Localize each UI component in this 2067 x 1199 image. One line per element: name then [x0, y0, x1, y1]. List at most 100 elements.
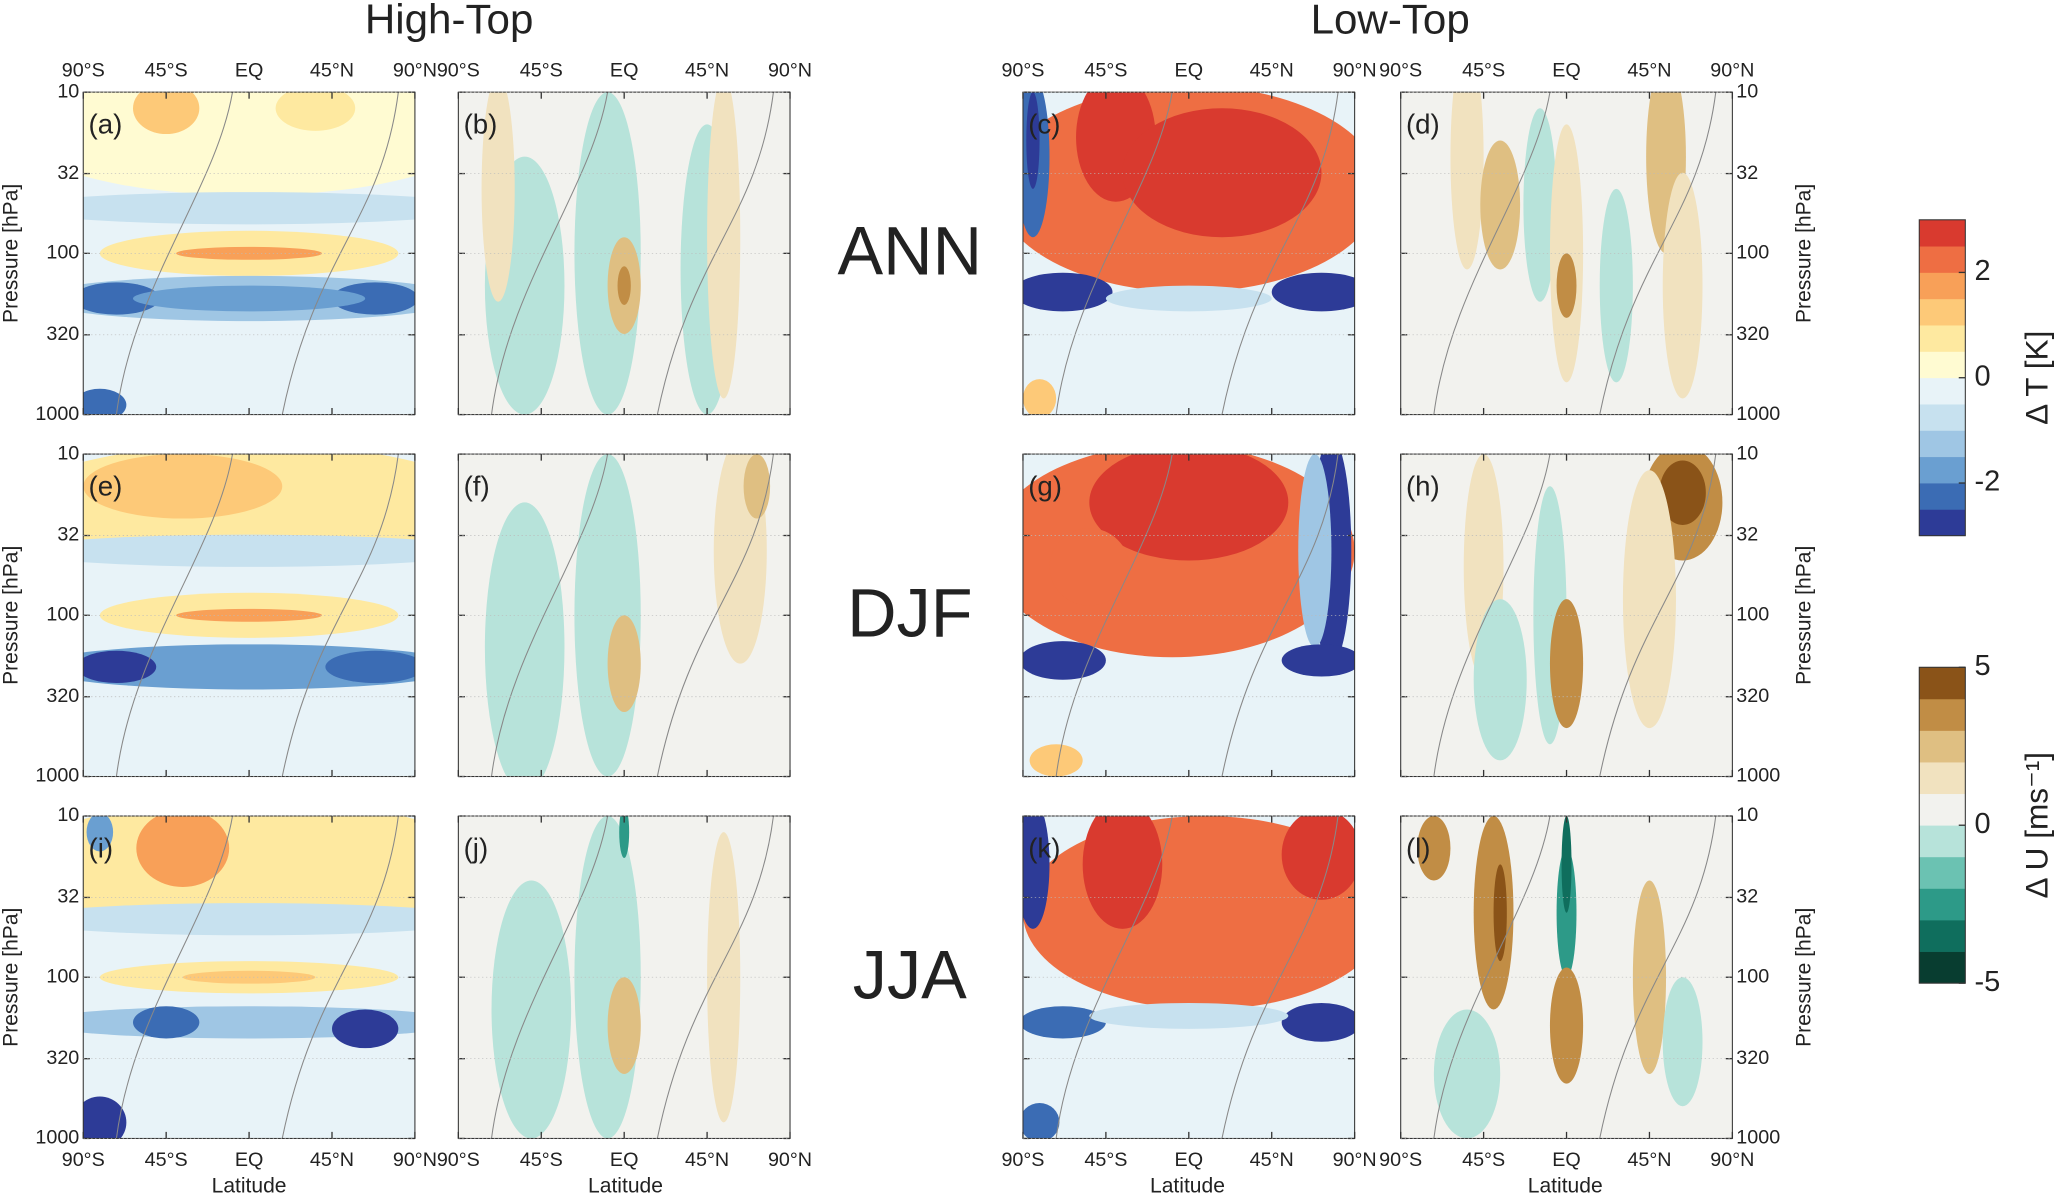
- panel: [458, 454, 791, 777]
- contour-line: [1599, 816, 1717, 1139]
- colorbar-label: Δ T [K]: [2018, 331, 2054, 425]
- contour-fill: [132, 1006, 200, 1039]
- y-tick-label: 1000: [35, 403, 79, 425]
- colorbar-level: [1919, 483, 1966, 510]
- panel-label: (d): [1406, 109, 1440, 140]
- y-axis-label: Pressure [hPa]: [0, 908, 23, 1047]
- colorbar-level: [1919, 667, 1966, 700]
- contour-fill: [607, 977, 641, 1074]
- x-tick-label: 45°N: [1627, 59, 1671, 81]
- contour-fill: [1082, 816, 1163, 929]
- x-tick-label: 45°N: [310, 1149, 354, 1171]
- x-tick-label: 90°S: [1379, 1149, 1422, 1171]
- contour-fill: [331, 1009, 399, 1049]
- y-tick-label: 100: [46, 604, 79, 626]
- contour-line: [1055, 454, 1173, 777]
- contour-line: [281, 92, 399, 415]
- colorbar-level: [1919, 219, 1966, 247]
- y-tick-label: 320: [1736, 685, 1769, 707]
- y-tick-label: 10: [1736, 80, 1758, 102]
- contour-fill: [1662, 977, 1703, 1107]
- contour-fill: [83, 650, 157, 684]
- x-tick-label: 90°S: [437, 1149, 480, 1171]
- contour-fill: [325, 650, 415, 684]
- contour-fill: [1556, 848, 1577, 978]
- x-tick-label: EQ: [1552, 59, 1581, 81]
- contour-fill: [574, 92, 641, 415]
- y-tick-label: 320: [46, 685, 79, 707]
- contour-line: [115, 454, 234, 777]
- contour-fill: [1622, 470, 1676, 729]
- panel-label: (a): [89, 109, 123, 140]
- contour-fill: [275, 92, 356, 131]
- x-tick-label: 45°N: [1627, 1149, 1671, 1171]
- x-tick-label: 90°S: [1379, 59, 1422, 81]
- contour-line: [490, 816, 609, 1139]
- contour-line: [1599, 454, 1717, 777]
- contour-fill: [1556, 253, 1577, 318]
- colorbar-level: [1919, 825, 1966, 858]
- panel-label: (e): [89, 471, 123, 502]
- contour-line: [281, 454, 399, 777]
- panel: [458, 816, 791, 1139]
- contour-fill: [1022, 379, 1057, 415]
- contour-fill: [1549, 967, 1584, 1084]
- x-tick-label: 90°N: [393, 59, 437, 81]
- colorbar-tick-label: -2: [1975, 466, 2001, 498]
- colorbar-label: Δ U [ms⁻¹]: [2018, 752, 2054, 899]
- x-tick-label: 45°S: [145, 59, 188, 81]
- title: High-Top: [365, 0, 534, 42]
- contour-fill: [86, 816, 114, 852]
- colorbar-level: [1919, 272, 1966, 300]
- contour-line: [1433, 92, 1551, 415]
- contour-fill: [1049, 528, 1130, 606]
- contour-fill: [83, 903, 415, 936]
- contour-line: [490, 454, 609, 777]
- contour-fill: [1549, 599, 1584, 729]
- colorbar-level: [1919, 377, 1966, 405]
- contour-fill: [481, 92, 515, 302]
- x-tick-label: 90°N: [1710, 59, 1754, 81]
- contour-fill: [1493, 864, 1507, 962]
- contour-line: [115, 816, 234, 1139]
- contour-line: [1433, 454, 1551, 777]
- panel-label: (k): [1028, 833, 1060, 864]
- panel-label: (f): [464, 471, 490, 502]
- x-tick-label: 90°S: [1001, 1149, 1044, 1171]
- x-tick-label: EQ: [610, 59, 639, 81]
- colorbar-tick-label: 2: [1975, 255, 1991, 287]
- colorbar-level: [1919, 793, 1966, 826]
- x-tick-label: 90°N: [1333, 59, 1377, 81]
- panel: [458, 92, 791, 415]
- x-tick-label: 45°N: [685, 59, 729, 81]
- y-tick-label: 320: [46, 323, 79, 345]
- contour-line: [1055, 92, 1173, 415]
- contour-fill: [1089, 1003, 1289, 1029]
- x-tick-label: 45°S: [520, 1149, 563, 1171]
- contour-fill: [607, 615, 641, 713]
- y-tick-label: 32: [57, 524, 79, 546]
- colorbar-level: [1919, 919, 1966, 952]
- colorbar-tick-label: 0: [1975, 360, 1991, 392]
- x-tick-label: 45°N: [685, 1149, 729, 1171]
- contour-fill: [1022, 816, 1050, 929]
- x-tick-label: EQ: [610, 1149, 639, 1171]
- panel-label: (c): [1028, 109, 1060, 140]
- panel-label: (j): [464, 833, 489, 864]
- contour-fill: [1473, 599, 1527, 761]
- y-tick-label: 32: [57, 886, 79, 908]
- contour-fill: [1281, 644, 1355, 677]
- y-tick-label: 10: [1736, 804, 1758, 826]
- contour-line: [1599, 92, 1717, 415]
- colorbar-tick-label: 0: [1975, 808, 1991, 840]
- x-tick-label: EQ: [235, 59, 264, 81]
- x-tick-label: 45°S: [520, 59, 563, 81]
- x-tick-label: 45°N: [1250, 1149, 1294, 1171]
- contour-fill: [1122, 108, 1322, 238]
- x-tick-label: 90°N: [768, 59, 812, 81]
- x-tick-label: 45°N: [1250, 59, 1294, 81]
- contour-fill: [617, 266, 631, 305]
- y-tick-label: 100: [1736, 604, 1769, 626]
